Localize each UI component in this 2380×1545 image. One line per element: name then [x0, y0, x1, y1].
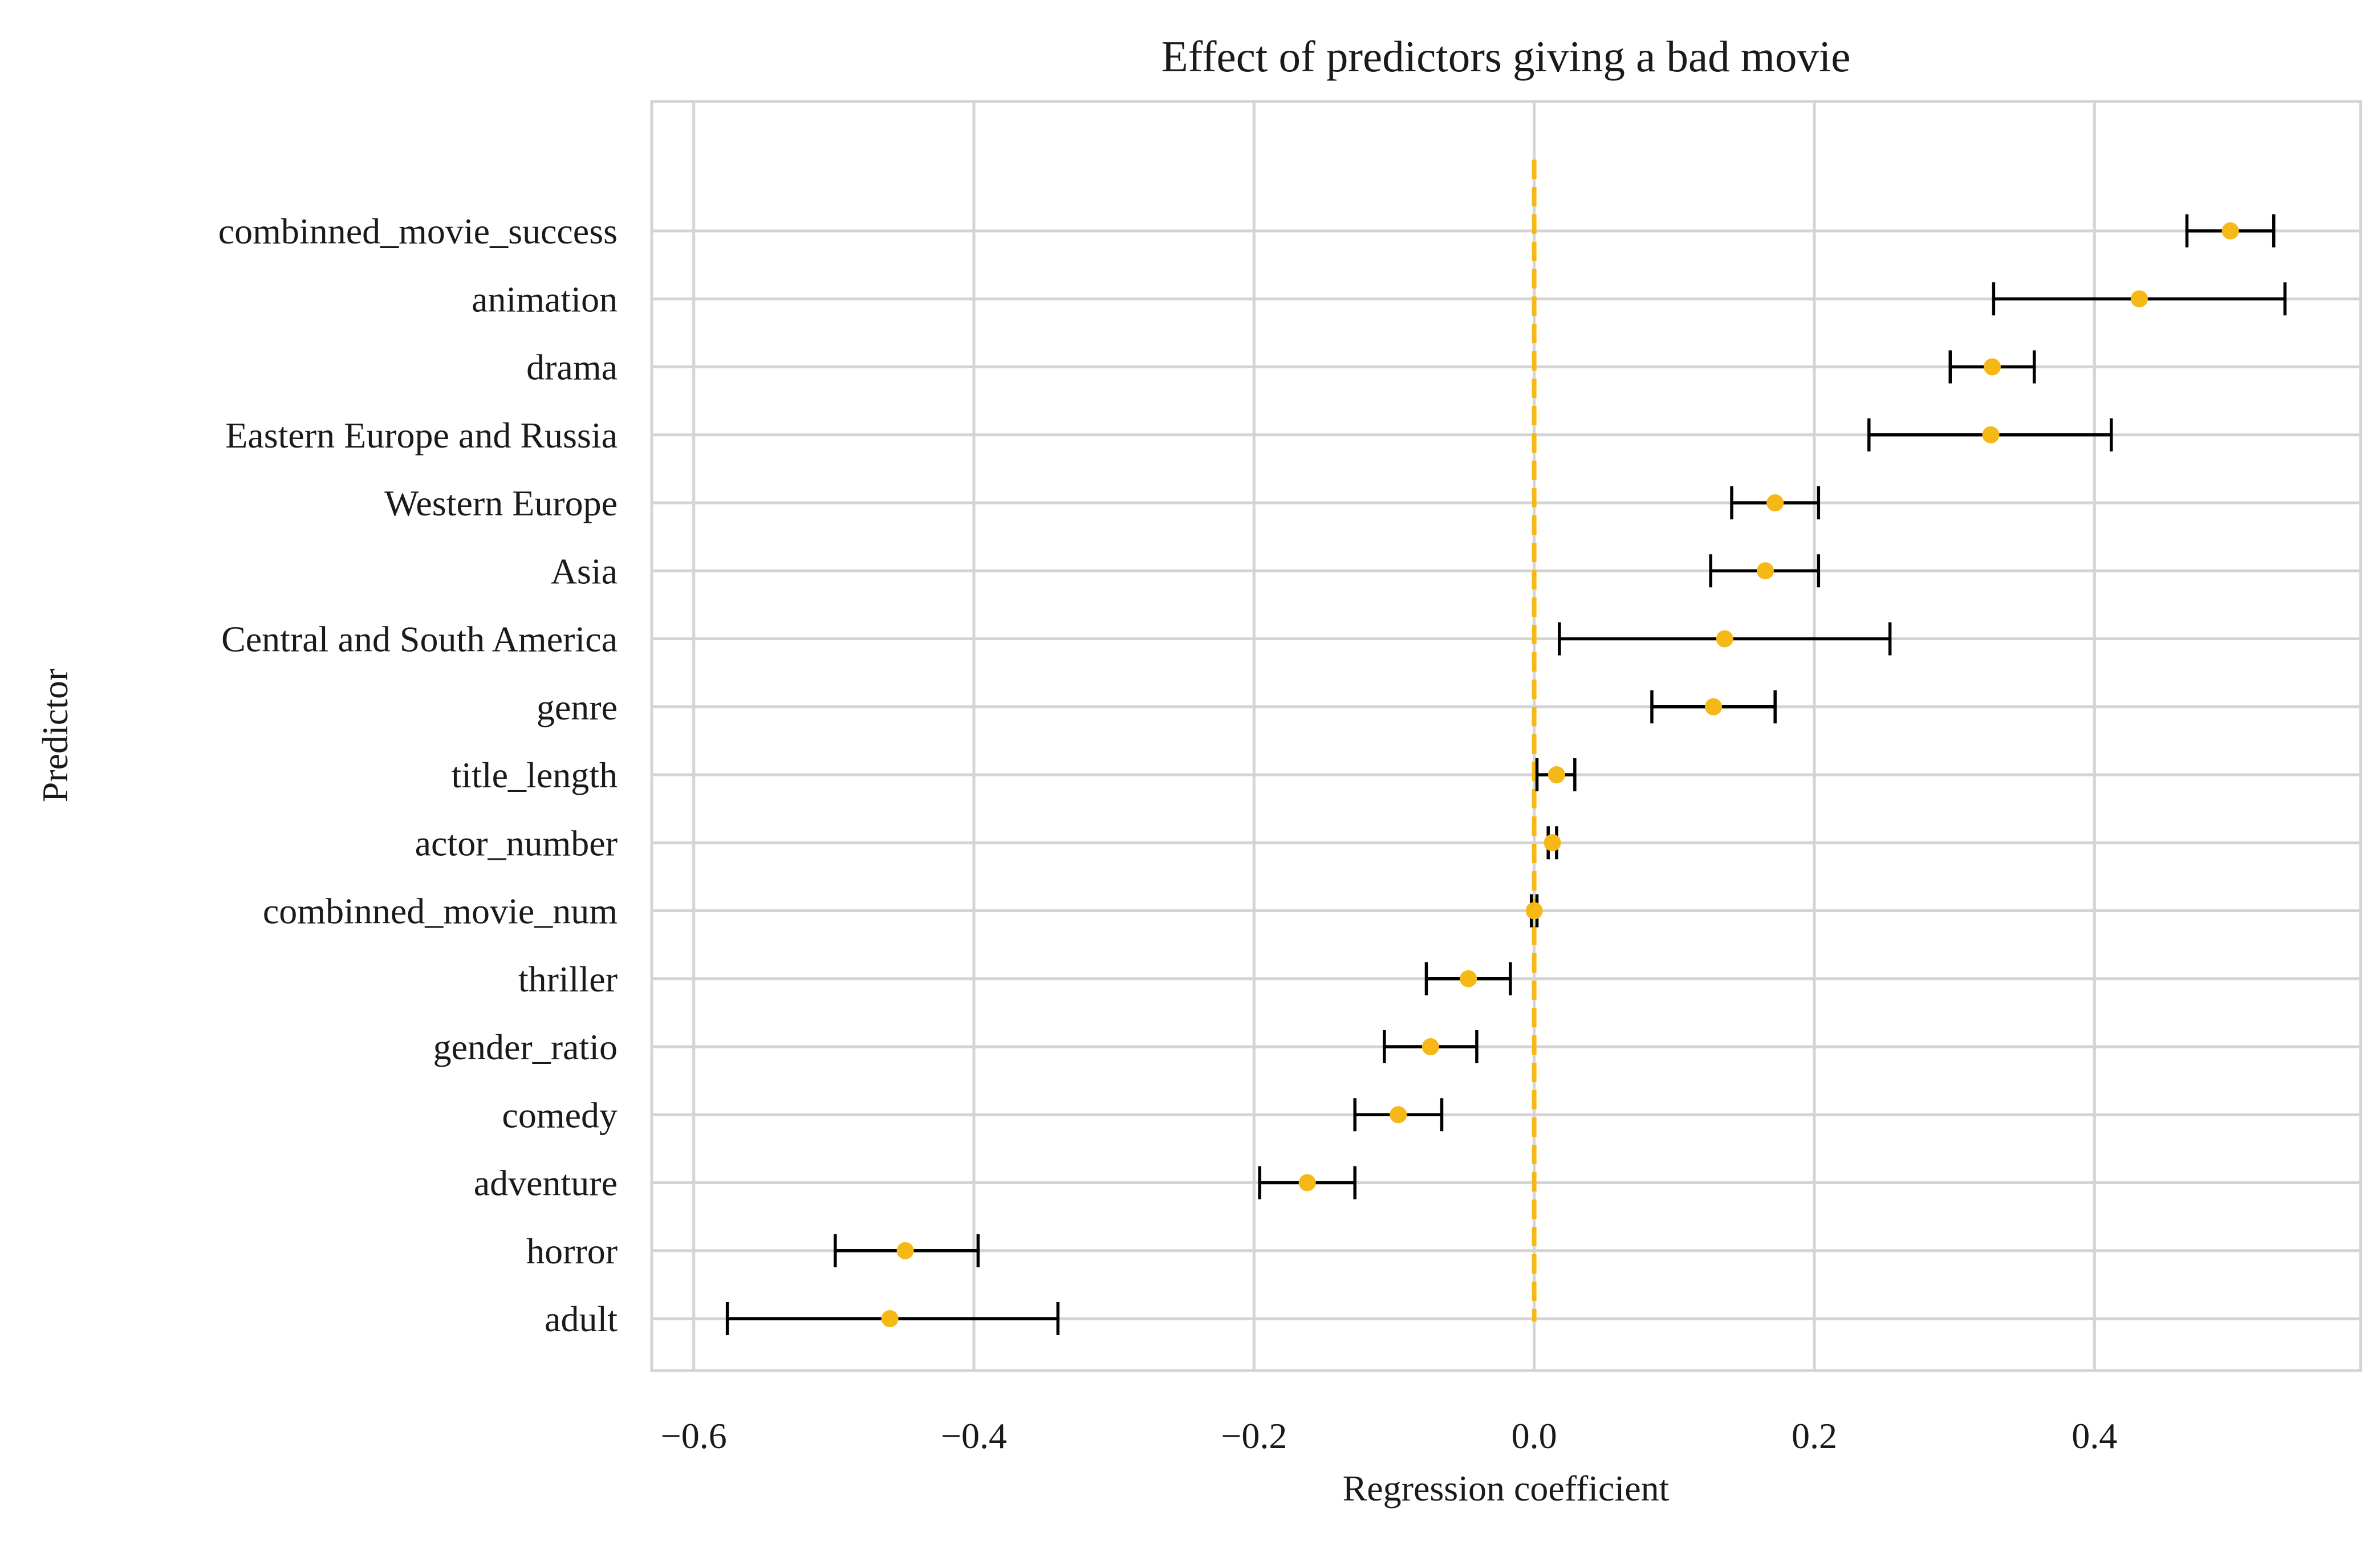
coefficient-point — [1705, 698, 1723, 715]
coefficient-point — [2130, 290, 2148, 308]
coefficient-point — [1548, 766, 1565, 783]
x-tick-label: 0.4 — [2072, 1416, 2117, 1456]
x-tick-label: 0.0 — [1512, 1416, 1557, 1456]
y-tick-label: Eastern Europe and Russia — [225, 415, 618, 456]
y-tick-label: actor_number — [415, 823, 618, 863]
coefficient-point — [1983, 358, 2001, 376]
y-axis-label: Predictor — [35, 669, 75, 803]
y-tick-label: adult — [545, 1299, 618, 1339]
coefficient-point — [1390, 1106, 1407, 1124]
x-tick-label: −0.4 — [941, 1416, 1007, 1456]
coefficient-point — [2221, 222, 2239, 239]
coefficient-point — [1421, 1038, 1439, 1055]
y-tick-label: comedy — [502, 1095, 618, 1135]
coefficient-point — [1298, 1174, 1316, 1192]
coefficient-point — [1525, 902, 1543, 920]
coefficient-point — [1544, 834, 1561, 852]
coefficient-point — [1982, 426, 2000, 444]
x-tick-label: −0.6 — [661, 1416, 727, 1456]
coefficient-point — [1766, 494, 1784, 511]
x-axis-label: Regression coefficient — [1343, 1468, 1670, 1509]
y-tick-label: Western Europe — [384, 483, 618, 523]
y-tick-label: combinned_movie_success — [218, 211, 618, 251]
plot-frame — [650, 100, 2362, 1372]
y-tick-label: title_length — [452, 755, 618, 795]
coefficient-point — [1460, 970, 1477, 987]
x-tick-label: 0.2 — [1792, 1416, 1837, 1456]
y-tick-label: genre — [537, 687, 618, 727]
coefficient-point — [1756, 562, 1774, 580]
y-tick-label: drama — [526, 347, 618, 388]
grid-lines — [652, 101, 2361, 1371]
x-tick-labels: −0.6 −0.4 −0.2 0.0 0.2 0.4 — [661, 1416, 2118, 1456]
y-tick-label: animation — [472, 279, 618, 319]
y-tick-label: Asia — [551, 551, 618, 591]
y-tick-label: horror — [526, 1231, 618, 1271]
coefficient-points — [881, 222, 2239, 1327]
x-tick-label: −0.2 — [1221, 1416, 1287, 1456]
chart-title: Effect of predictors giving a bad movie — [1161, 32, 1851, 81]
y-tick-label: gender_ratio — [433, 1027, 618, 1067]
coefficient-point — [896, 1242, 914, 1259]
y-tick-label: Central and South America — [221, 619, 618, 660]
y-tick-label: combinned_movie_num — [263, 891, 618, 932]
coefficient-point — [1716, 630, 1733, 648]
y-tick-labels: combinned_movie_success animation drama Eas… — [218, 211, 618, 1339]
y-tick-label: adventure — [474, 1163, 618, 1204]
coefficient-point — [881, 1310, 899, 1327]
y-tick-label: thriller — [518, 959, 618, 999]
